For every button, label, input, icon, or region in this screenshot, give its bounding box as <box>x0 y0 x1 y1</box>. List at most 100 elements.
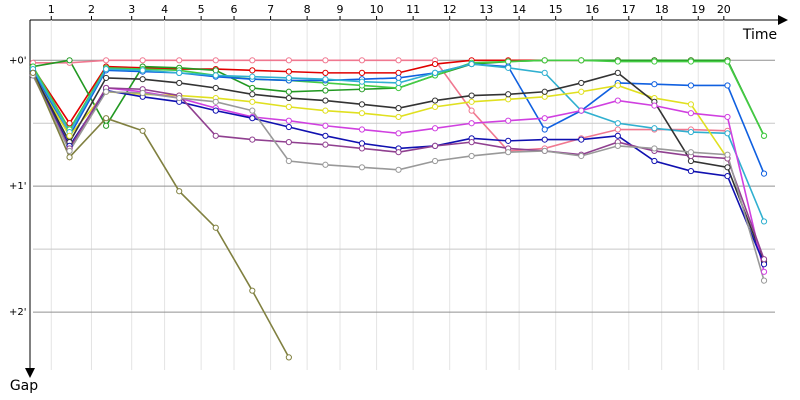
point <box>103 88 110 95</box>
point <box>322 76 329 83</box>
x-tick-label: 16 <box>585 3 599 16</box>
point <box>395 84 402 92</box>
point <box>687 149 695 156</box>
point <box>541 115 548 122</box>
point <box>724 173 731 180</box>
x-tick-label: 1 <box>48 3 55 16</box>
point <box>285 57 292 64</box>
point <box>249 67 256 74</box>
point <box>285 354 292 361</box>
point <box>66 154 73 161</box>
plot <box>29 57 768 361</box>
x-tick-label: 8 <box>304 3 311 16</box>
point <box>724 130 731 137</box>
x-tick-label: 4 <box>161 3 168 16</box>
x-tick-label: 14 <box>512 3 526 16</box>
point <box>578 57 585 64</box>
x-tick-label: 10 <box>370 3 384 16</box>
point <box>687 101 695 108</box>
point <box>322 122 329 129</box>
point <box>395 57 402 64</box>
point <box>760 218 768 225</box>
point <box>212 72 219 79</box>
point <box>249 57 256 64</box>
point <box>103 115 110 122</box>
series-line <box>32 72 290 358</box>
point <box>614 82 621 89</box>
point <box>431 142 439 149</box>
point <box>724 164 731 171</box>
series-line <box>33 59 728 152</box>
x-tick-label: 20 <box>717 3 731 16</box>
point <box>431 69 439 76</box>
point <box>66 120 73 127</box>
x-axis-arrow <box>778 15 788 25</box>
point <box>285 88 292 95</box>
point <box>578 152 585 160</box>
point <box>431 60 439 68</box>
point <box>322 141 329 148</box>
point <box>176 94 183 102</box>
point <box>468 152 475 160</box>
point <box>358 140 366 147</box>
point <box>285 74 292 82</box>
point <box>578 88 585 95</box>
point <box>687 82 695 89</box>
point <box>249 84 256 92</box>
point <box>468 139 475 146</box>
point <box>505 117 512 124</box>
point <box>139 57 146 64</box>
point <box>212 67 219 74</box>
point <box>322 57 329 64</box>
point <box>139 127 146 134</box>
point <box>249 91 256 98</box>
y-tick-label: +0' <box>9 55 27 66</box>
point <box>249 107 256 114</box>
point <box>431 97 439 104</box>
point <box>358 101 366 108</box>
point <box>468 107 475 114</box>
point <box>212 57 219 64</box>
point <box>395 79 402 87</box>
point <box>395 105 402 112</box>
point <box>760 268 768 275</box>
point <box>103 122 110 129</box>
point <box>614 97 621 104</box>
point <box>285 117 292 124</box>
point <box>541 126 548 133</box>
point <box>724 82 731 89</box>
point <box>724 113 731 121</box>
point <box>322 87 329 94</box>
point <box>249 287 256 294</box>
point <box>614 58 621 65</box>
point <box>249 98 256 105</box>
x-tick-label: 9 <box>337 3 344 16</box>
x-tick-label: 6 <box>231 3 238 16</box>
point <box>322 107 329 114</box>
point <box>541 57 548 64</box>
x-tick-label: 19 <box>691 3 705 16</box>
x-tick-label: 12 <box>443 3 457 16</box>
point <box>103 74 110 82</box>
point <box>651 145 658 152</box>
point <box>541 93 548 100</box>
point <box>103 66 110 73</box>
point <box>760 170 768 177</box>
grid: 1 2 3 4 5 6 7 8 9 10 11 12 13 14 15 16 17 18 19 20+0'+1'+2' <box>9 3 775 370</box>
point <box>651 102 658 109</box>
point <box>212 224 219 231</box>
point <box>358 126 366 133</box>
point <box>139 67 146 74</box>
point <box>505 137 512 144</box>
point <box>66 57 73 64</box>
point <box>249 115 256 122</box>
point <box>358 78 366 85</box>
point <box>139 89 146 97</box>
x-tick-label: 15 <box>549 3 563 16</box>
point <box>578 136 585 143</box>
x-tick-label: 13 <box>479 3 493 16</box>
point <box>103 57 110 64</box>
point <box>66 147 73 155</box>
point <box>322 69 329 76</box>
